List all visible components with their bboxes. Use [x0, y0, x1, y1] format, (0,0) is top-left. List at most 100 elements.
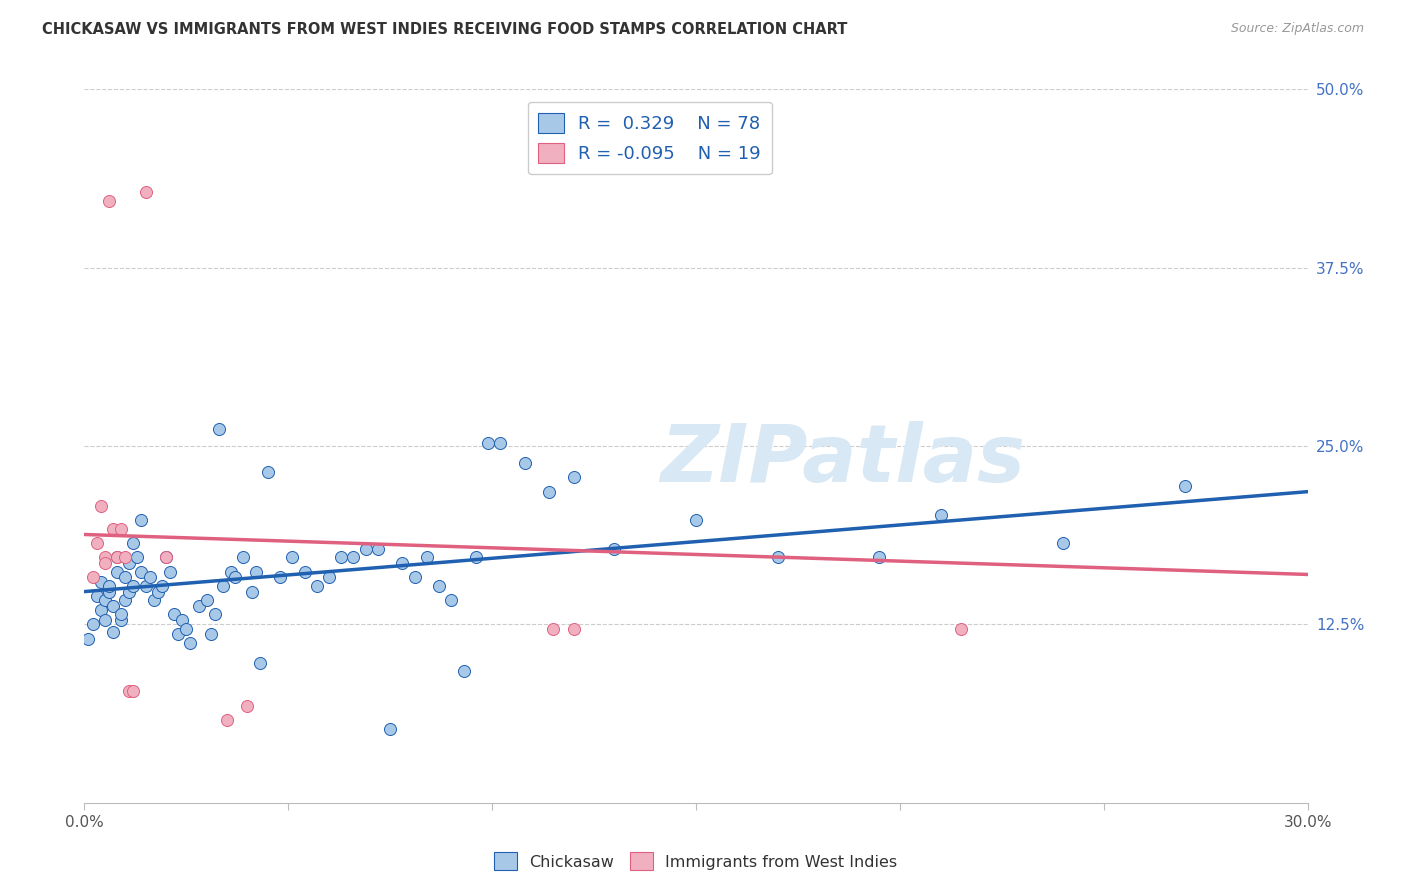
Point: [135, 185, 157, 199]
Point: [513, 456, 536, 470]
Point: [187, 599, 209, 613]
Point: [685, 513, 707, 527]
Point: [869, 550, 891, 565]
Point: [416, 550, 439, 565]
Point: [163, 607, 186, 622]
Text: CHICKASAW VS IMMIGRANTS FROM WEST INDIES RECEIVING FOOD STAMPS CORRELATION CHART: CHICKASAW VS IMMIGRANTS FROM WEST INDIES…: [42, 22, 848, 37]
Point: [93, 550, 117, 565]
Point: [208, 422, 231, 436]
Point: [118, 684, 141, 698]
Point: [404, 570, 426, 584]
Point: [118, 556, 141, 570]
Point: [562, 470, 585, 484]
Point: [110, 522, 132, 536]
Point: [217, 713, 239, 727]
Point: [172, 613, 194, 627]
Point: [105, 565, 128, 579]
Point: [219, 565, 242, 579]
Point: [122, 536, 145, 550]
Point: [543, 622, 565, 636]
Point: [105, 550, 128, 565]
Text: Source: ZipAtlas.com: Source: ZipAtlas.com: [1230, 22, 1364, 36]
Point: [131, 565, 153, 579]
Point: [294, 565, 316, 579]
Point: [114, 593, 136, 607]
Point: [1174, 479, 1197, 493]
Point: [122, 579, 145, 593]
Point: [167, 627, 190, 641]
Point: [603, 541, 626, 556]
Point: [249, 656, 271, 670]
Point: [93, 556, 117, 570]
Point: [138, 570, 160, 584]
Point: [440, 593, 463, 607]
Point: [114, 570, 136, 584]
Point: [427, 579, 450, 593]
Point: [90, 574, 112, 589]
Point: [224, 570, 246, 584]
Point: [929, 508, 952, 522]
Point: [86, 589, 108, 603]
Point: [101, 522, 124, 536]
Point: [135, 579, 157, 593]
Point: [110, 607, 132, 622]
Point: [269, 570, 291, 584]
Point: [281, 550, 304, 565]
Point: [453, 665, 475, 679]
Point: [200, 627, 222, 641]
Point: [110, 613, 132, 627]
Point: [245, 565, 267, 579]
Point: [105, 550, 128, 565]
Point: [204, 607, 226, 622]
Point: [155, 550, 177, 565]
Point: [101, 624, 124, 639]
Point: [131, 513, 153, 527]
Point: [1052, 536, 1074, 550]
Point: [90, 603, 112, 617]
Point: [464, 550, 486, 565]
Point: [146, 584, 169, 599]
Point: [538, 484, 561, 499]
Point: [77, 632, 100, 646]
Point: [380, 722, 402, 736]
Point: [176, 622, 198, 636]
Point: [236, 698, 259, 713]
Point: [342, 550, 364, 565]
Point: [562, 622, 585, 636]
Point: [97, 194, 120, 208]
Point: [97, 584, 120, 599]
Point: [93, 613, 117, 627]
Point: [367, 541, 389, 556]
Point: [950, 622, 973, 636]
Point: [82, 617, 104, 632]
Point: [330, 550, 353, 565]
Point: [212, 579, 235, 593]
Point: [97, 579, 120, 593]
Point: [82, 570, 104, 584]
Point: [257, 465, 280, 479]
Point: [232, 550, 254, 565]
Point: [114, 550, 136, 565]
Legend: Chickasaw, Immigrants from West Indies: Chickasaw, Immigrants from West Indies: [488, 846, 904, 877]
Point: [142, 593, 165, 607]
Point: [122, 684, 145, 698]
Point: [489, 436, 512, 450]
Point: [118, 584, 141, 599]
Point: [391, 556, 413, 570]
Point: [240, 584, 263, 599]
Point: [86, 536, 108, 550]
Point: [766, 550, 789, 565]
Point: [155, 550, 177, 565]
Point: [93, 593, 117, 607]
Point: [354, 541, 377, 556]
Point: [90, 499, 112, 513]
Point: [477, 436, 499, 450]
Point: [101, 599, 124, 613]
Point: [179, 636, 201, 650]
Point: [127, 550, 149, 565]
Point: [195, 593, 218, 607]
Text: ZIPatlas: ZIPatlas: [661, 421, 1025, 500]
Point: [159, 565, 181, 579]
Point: [150, 579, 173, 593]
Point: [305, 579, 328, 593]
